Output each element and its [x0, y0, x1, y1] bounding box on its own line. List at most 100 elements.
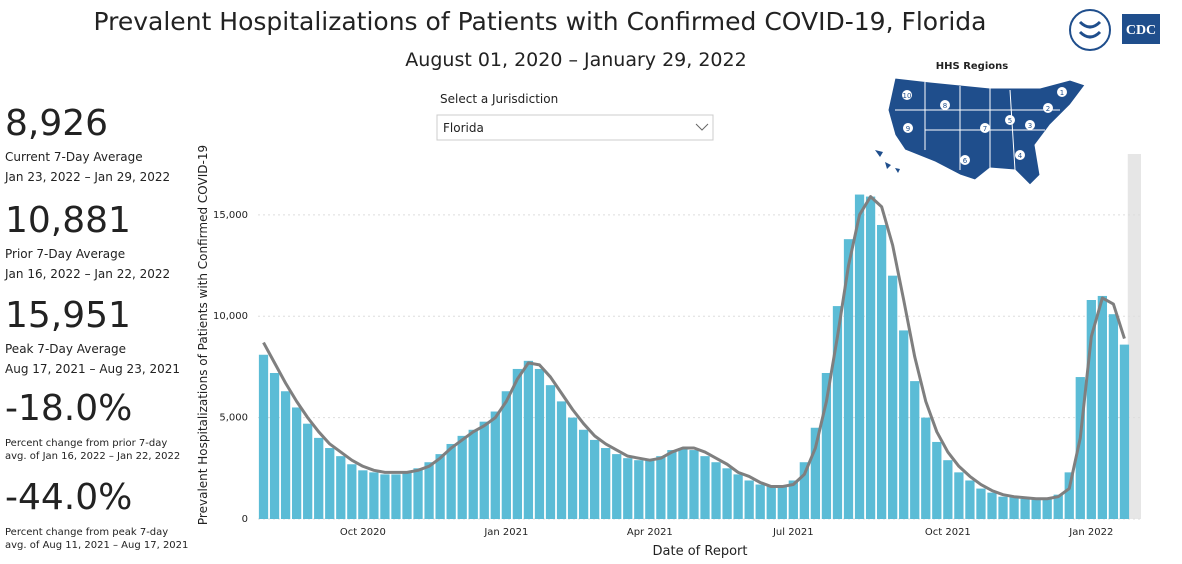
bar — [788, 480, 798, 519]
cdc-logo — [1122, 14, 1160, 44]
bar — [358, 470, 368, 519]
bar — [888, 275, 898, 519]
chart-subtitle: August 01, 2020 – January 29, 2022 — [405, 49, 746, 71]
average-line — [262, 195, 1126, 501]
bar — [689, 450, 699, 519]
map-region-label: 4 — [1018, 152, 1023, 160]
hhs-map[interactable]: HHS Regions — [875, 61, 1086, 186]
cdc-logo-text: CDC — [1126, 23, 1156, 38]
bar — [634, 460, 644, 519]
kpi-label: Prior 7-Day Average — [5, 247, 125, 261]
bar — [965, 480, 975, 519]
bar — [269, 373, 280, 519]
bar — [678, 448, 688, 519]
bar — [1108, 314, 1119, 519]
bar — [303, 423, 313, 519]
bar — [998, 496, 1008, 519]
map-region-label: 6 — [963, 157, 968, 165]
bar — [402, 472, 412, 519]
map-region-marker — [903, 123, 913, 133]
bar — [545, 385, 556, 519]
bar — [1020, 498, 1030, 519]
bar — [534, 368, 545, 519]
bar — [744, 480, 754, 519]
bar — [1119, 344, 1130, 519]
bar — [799, 462, 809, 519]
bar — [490, 411, 500, 519]
bar — [258, 354, 269, 519]
bar — [612, 454, 622, 519]
bar — [987, 492, 997, 519]
map-region-label: 10 — [903, 92, 912, 100]
bar — [954, 472, 964, 519]
bar — [280, 391, 291, 519]
bar — [314, 437, 324, 519]
map-region-marker — [980, 123, 990, 133]
bar — [413, 468, 423, 519]
bar — [623, 458, 633, 519]
map-region-marker — [902, 90, 912, 100]
x-tick-label: Oct 2021 — [925, 527, 971, 538]
x-tick-label: Jul 2021 — [772, 527, 814, 538]
bar — [976, 488, 986, 519]
bar — [865, 196, 876, 520]
bar — [468, 429, 478, 519]
bar — [1086, 300, 1096, 519]
kpi-dates: Jan 16, 2022 – Jan 22, 2022 — [4, 267, 170, 281]
bar — [667, 450, 677, 519]
bar — [1031, 498, 1041, 519]
y-tick-label: 5,000 — [219, 413, 248, 424]
bar — [523, 360, 534, 519]
bar — [1075, 377, 1085, 519]
map-title: HHS Regions — [936, 61, 1008, 72]
bar — [700, 456, 710, 519]
bar — [567, 417, 578, 519]
bar — [369, 472, 379, 519]
kpi-value: -18.0% — [5, 388, 132, 429]
dropdown-arrow[interactable] — [695, 123, 709, 131]
map-region-label: 9 — [906, 125, 910, 133]
map-region-marker — [1025, 120, 1035, 130]
dropdown-label: Select a Jurisdiction — [440, 92, 558, 106]
bar — [943, 460, 953, 519]
map-region-marker — [940, 100, 950, 110]
bar — [424, 462, 434, 519]
bar — [1064, 472, 1074, 519]
bar — [843, 239, 854, 519]
bar — [711, 462, 721, 519]
map-region-marker — [1005, 115, 1015, 125]
kpi-dates: Aug 17, 2021 – Aug 23, 2021 — [5, 362, 180, 376]
bar — [435, 454, 445, 519]
logo: CDC — [1069, 9, 1160, 51]
y-axis-title: Prevalent Hospitalizations of Patients w… — [196, 145, 210, 525]
bar — [479, 421, 489, 519]
kpi-label: Current 7-Day Average — [5, 150, 143, 164]
dropdown-value[interactable]: Florida — [443, 121, 484, 135]
bar — [755, 484, 765, 519]
bar — [578, 429, 589, 519]
bar — [380, 474, 390, 519]
kpi-dates: Jan 23, 2022 – Jan 29, 2022 — [4, 170, 170, 184]
map-region-marker — [1015, 150, 1025, 160]
bar — [910, 381, 920, 519]
bar — [932, 441, 942, 519]
bar — [391, 474, 401, 519]
map-region-marker — [1057, 87, 1067, 97]
y-tick-label: 15,000 — [213, 210, 248, 221]
chart-title: Prevalent Hospitalizations of Patients w… — [94, 7, 987, 36]
map-region-label: 3 — [1028, 122, 1032, 130]
bar — [876, 224, 887, 519]
bar — [722, 468, 732, 519]
kpi-value: -44.0% — [5, 477, 132, 518]
bar — [590, 439, 600, 519]
x-tick-label: Jan 2022 — [1068, 527, 1113, 538]
kpi-dates: avg. of Aug 11, 2021 – Aug 17, 2021 — [5, 540, 188, 551]
map-region-marker — [1043, 103, 1053, 113]
bar — [733, 474, 743, 519]
bar — [656, 456, 666, 519]
dropdown-box[interactable] — [436, 114, 714, 141]
dropdown[interactable]: Florida — [436, 114, 714, 141]
bar — [832, 306, 843, 519]
y-tick-label: 0 — [242, 514, 248, 525]
